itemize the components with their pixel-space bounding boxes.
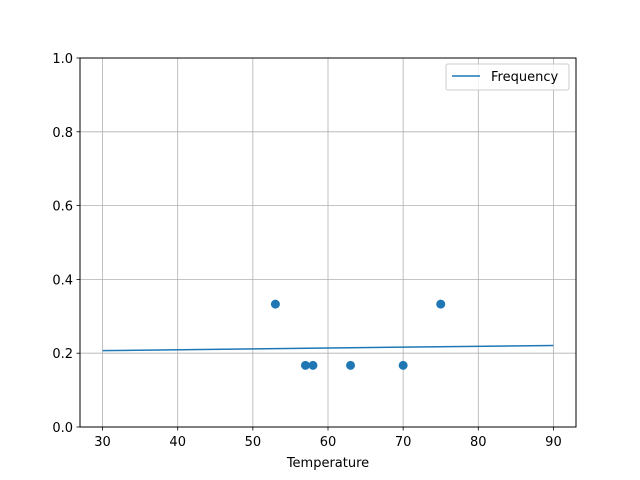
x-tick-label: 40 [169,435,186,450]
scatter-point [398,360,408,370]
y-tick-label: 1.0 [52,52,73,67]
x-tick-label: 80 [470,435,487,450]
plot-area [102,299,554,370]
x-tick-label: 30 [94,435,111,450]
legend: Frequency [445,63,570,91]
x-tick-label: 90 [545,435,562,450]
x-tick-label: 70 [395,435,412,450]
x-axis-label: Temperature [286,456,369,471]
scatter-point [346,360,356,370]
y-tick-label: 0.6 [52,200,73,215]
scatter-point [308,360,318,370]
series-line-frequency [102,344,554,352]
x-tick-label: 60 [320,435,337,450]
scatter-point [300,360,310,370]
ticks: 30 40 50 60 70 80 90 0.0 0.2 0.4 0.6 0.8 1.0 [52,52,561,450]
y-tick-label: 0.0 [52,421,73,436]
legend-label: Frequency [491,70,558,85]
scatter-point [270,299,280,309]
x-tick-label: 50 [245,435,262,450]
y-tick-label: 0.2 [52,347,73,362]
y-tick-label: 0.4 [52,273,73,288]
y-tick-label: 0.8 [52,126,73,141]
legend-box [445,63,570,91]
scatter-point [436,299,446,309]
